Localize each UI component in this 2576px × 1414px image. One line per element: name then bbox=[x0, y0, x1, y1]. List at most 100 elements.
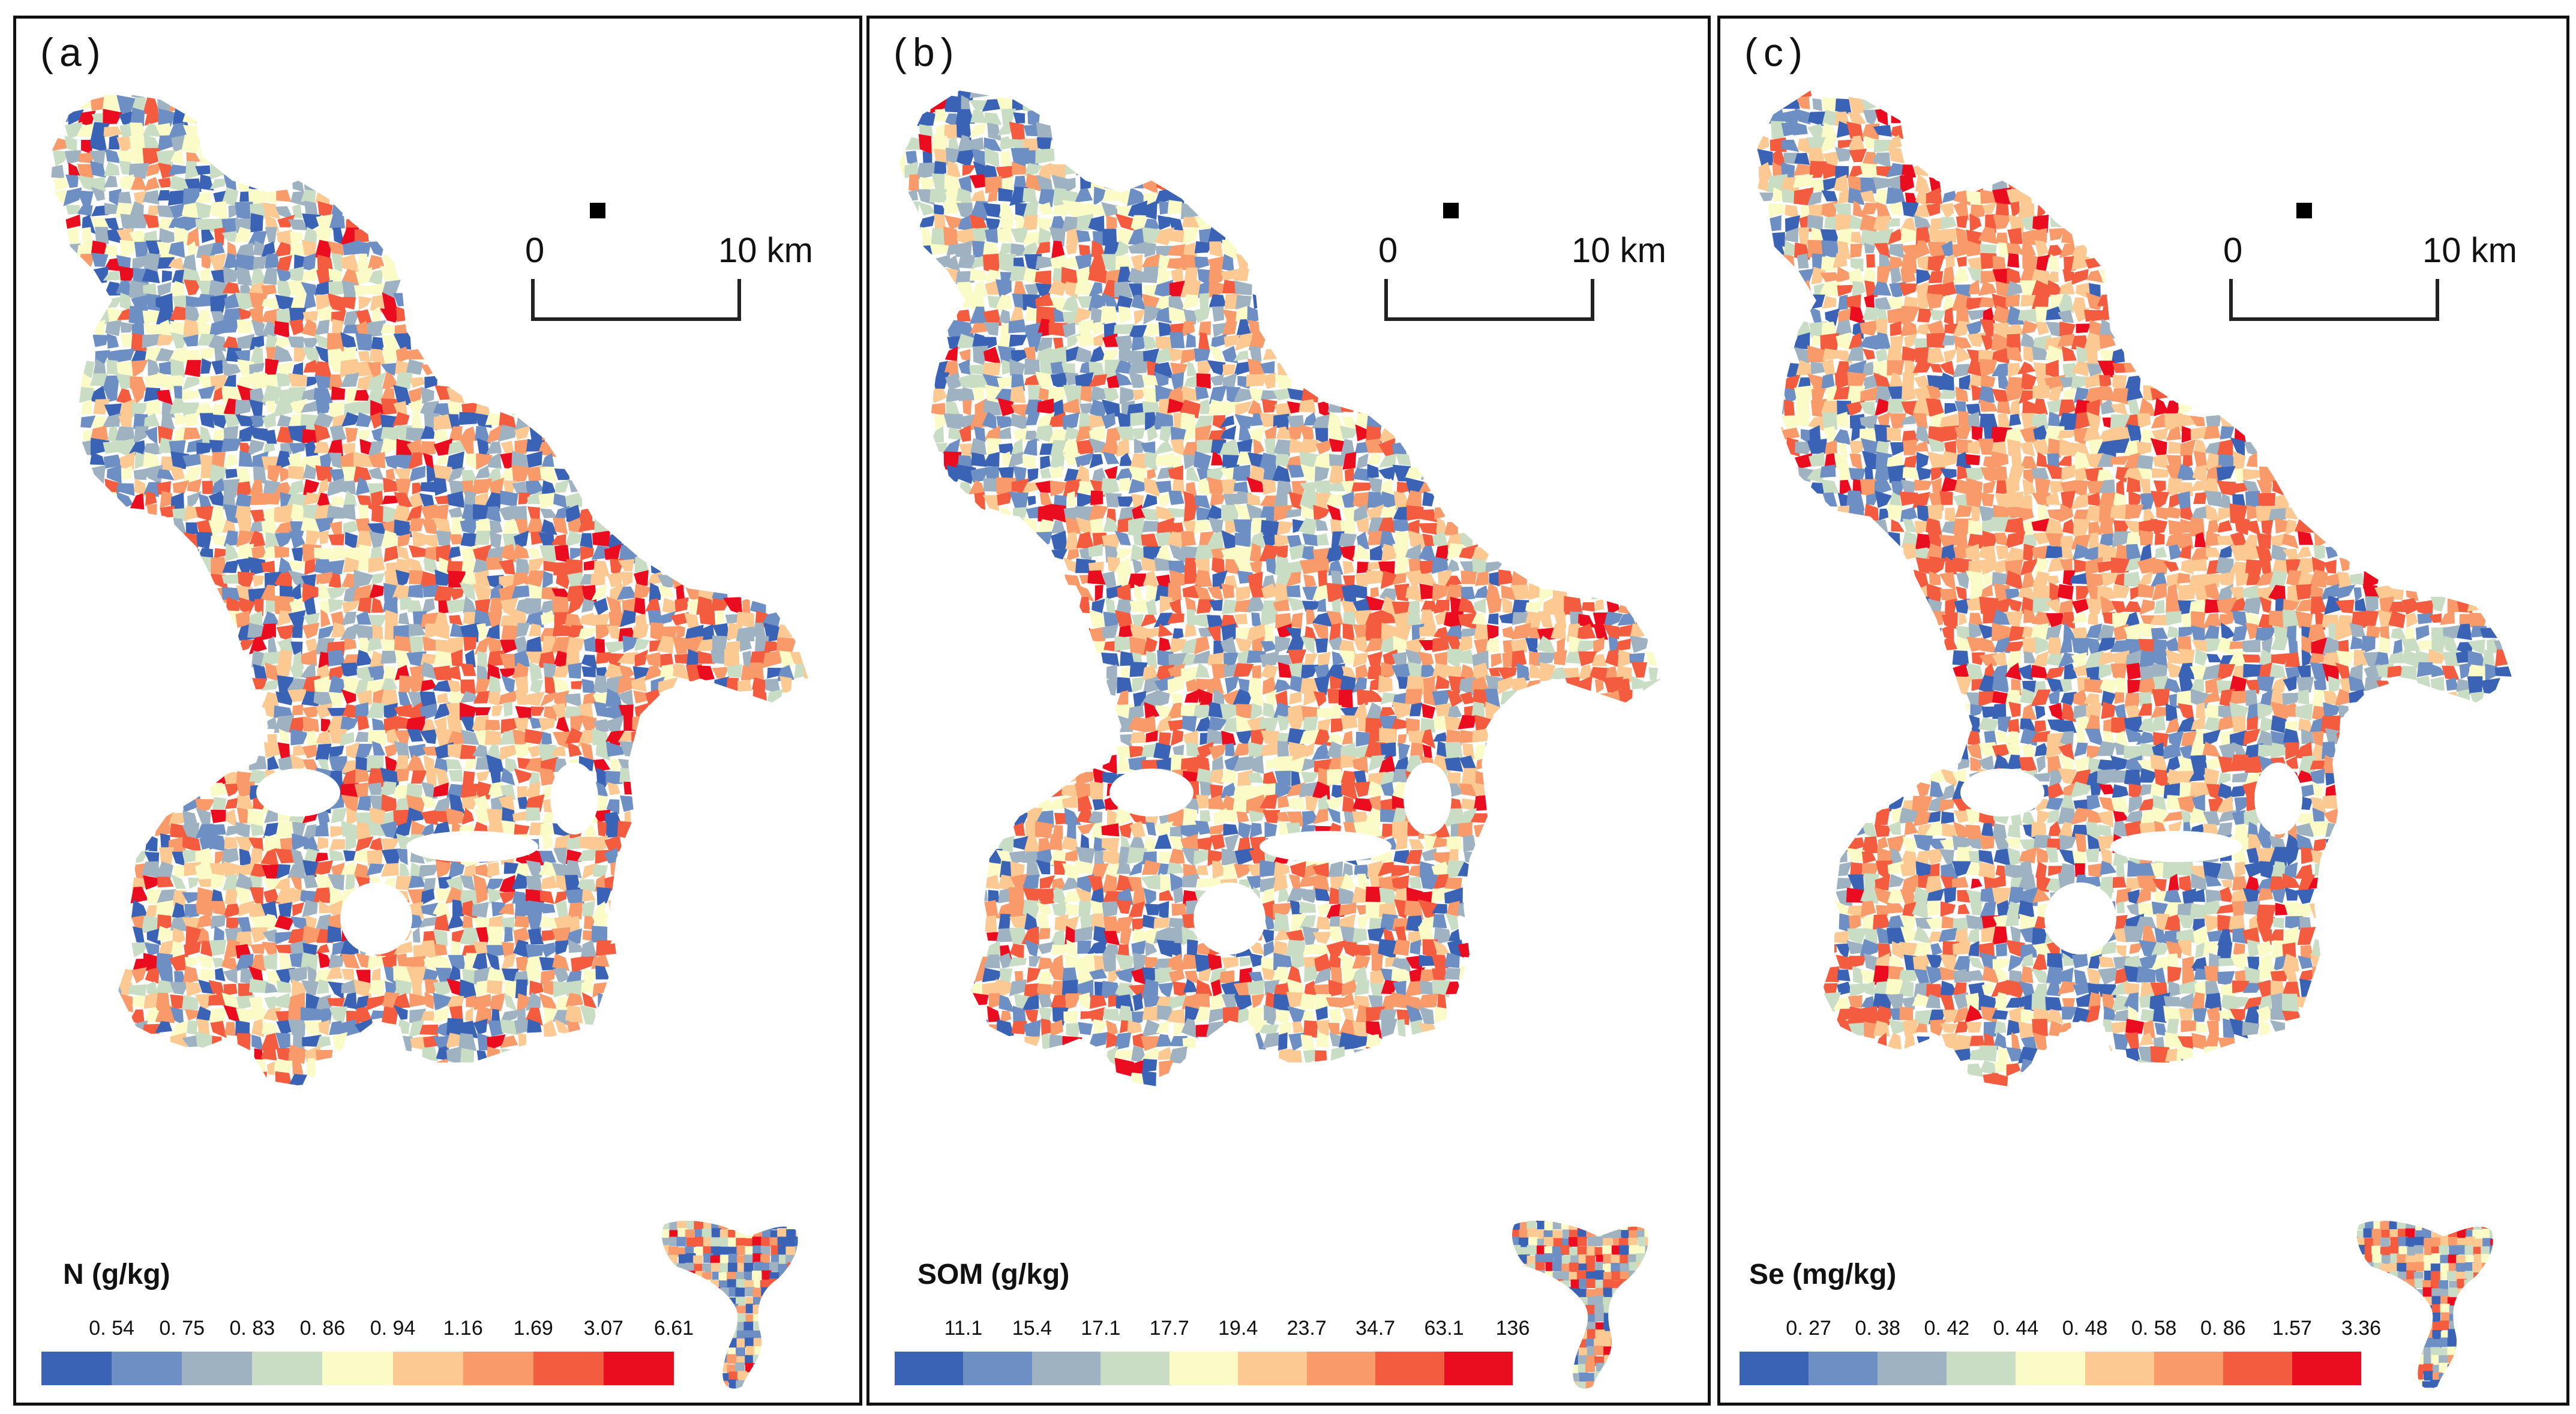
map-gap bbox=[256, 768, 340, 816]
map-parcel bbox=[544, 706, 557, 721]
map-parcel bbox=[260, 584, 275, 603]
map-parcel bbox=[251, 91, 268, 101]
map-parcel bbox=[554, 1019, 571, 1035]
map-parcel bbox=[1207, 677, 1224, 694]
map-parcel bbox=[1235, 152, 1252, 167]
inset-parcel bbox=[760, 1245, 770, 1256]
map-parcel bbox=[102, 375, 119, 391]
map-parcel bbox=[985, 280, 1000, 295]
inset-parcel bbox=[678, 1390, 688, 1400]
map-parcel bbox=[156, 517, 170, 534]
map-parcel bbox=[146, 928, 161, 945]
inset-parcel bbox=[786, 1397, 796, 1404]
map-parcel bbox=[421, 1011, 436, 1021]
map-parcel bbox=[487, 1046, 500, 1064]
map-parcel bbox=[713, 1022, 731, 1034]
map-parcel bbox=[103, 441, 123, 454]
map-parcel bbox=[265, 982, 278, 993]
map-parcel bbox=[736, 1075, 756, 1086]
map-parcel bbox=[762, 650, 784, 668]
map-parcel bbox=[805, 202, 808, 218]
map-parcel bbox=[1305, 166, 1318, 180]
inset-parcel bbox=[803, 1253, 812, 1263]
map-parcel bbox=[1195, 662, 1210, 678]
map-parcel bbox=[1556, 703, 1571, 720]
map-parcel bbox=[565, 693, 582, 708]
map-parcel bbox=[607, 571, 625, 587]
map-parcel bbox=[1184, 569, 1199, 584]
map-parcel bbox=[997, 623, 1015, 641]
map-parcel bbox=[1378, 454, 1396, 468]
map-parcel bbox=[143, 283, 157, 298]
map-parcel bbox=[529, 91, 544, 99]
map-parcel bbox=[254, 1048, 263, 1062]
map-parcel bbox=[1169, 638, 1186, 654]
inset-parcel bbox=[736, 1220, 746, 1221]
map-parcel bbox=[459, 583, 476, 601]
map-parcel bbox=[1024, 358, 1040, 375]
map-parcel bbox=[500, 615, 517, 628]
map-parcel bbox=[1036, 122, 1054, 141]
map-parcel bbox=[818, 602, 834, 614]
map-parcel bbox=[182, 254, 197, 273]
map-parcel bbox=[157, 282, 172, 297]
inset-parcel bbox=[662, 1304, 663, 1314]
map-parcel bbox=[1208, 266, 1225, 285]
map-parcel bbox=[265, 253, 279, 269]
map-parcel bbox=[502, 942, 514, 959]
map-parcel bbox=[740, 875, 754, 891]
map-parcel bbox=[527, 928, 544, 945]
map-parcel bbox=[956, 149, 976, 167]
map-parcel bbox=[763, 148, 782, 163]
map-parcel bbox=[529, 822, 544, 836]
map-parcel bbox=[1114, 323, 1135, 334]
map-parcel bbox=[739, 281, 756, 298]
map-parcel bbox=[356, 320, 371, 338]
map-parcel bbox=[433, 477, 448, 496]
map-parcel bbox=[1539, 586, 1554, 602]
map-parcel bbox=[1180, 121, 1199, 141]
map-parcel bbox=[1407, 610, 1422, 627]
map-parcel bbox=[512, 572, 528, 587]
map-parcel bbox=[409, 95, 423, 111]
map-parcel bbox=[541, 929, 556, 941]
map-parcel bbox=[554, 1088, 569, 1101]
map-parcel bbox=[1318, 570, 1327, 589]
inset-parcel bbox=[736, 1305, 746, 1316]
map-parcel bbox=[608, 900, 621, 915]
inset-parcel bbox=[685, 1389, 695, 1398]
map-parcel bbox=[394, 704, 413, 717]
map-parcel bbox=[1380, 571, 1399, 589]
map-parcel bbox=[261, 560, 275, 573]
map-parcel bbox=[104, 245, 119, 257]
map-parcel bbox=[473, 993, 491, 1010]
map-parcel bbox=[986, 438, 1002, 457]
map-parcel bbox=[473, 504, 490, 520]
map-parcel bbox=[676, 584, 685, 602]
map-parcel bbox=[407, 214, 422, 230]
map-parcel bbox=[752, 350, 770, 361]
inset-parcel bbox=[803, 1262, 813, 1271]
map-parcel bbox=[250, 268, 267, 284]
map-parcel bbox=[260, 848, 279, 866]
map-parcel bbox=[1024, 283, 1041, 297]
map-parcel bbox=[697, 91, 714, 102]
map-parcel bbox=[1301, 321, 1317, 338]
map-parcel bbox=[683, 795, 702, 813]
map-parcel bbox=[292, 176, 304, 192]
map-parcel bbox=[184, 941, 201, 956]
map-parcel bbox=[590, 574, 605, 587]
inset-parcel bbox=[652, 1230, 661, 1240]
map-parcel bbox=[446, 876, 463, 891]
map-parcel bbox=[487, 1059, 502, 1078]
map-parcel bbox=[804, 863, 808, 879]
map-parcel bbox=[955, 271, 975, 284]
inset-parcel bbox=[761, 1346, 771, 1356]
map-parcel bbox=[970, 323, 989, 334]
map-parcel bbox=[1170, 372, 1184, 389]
map-parcel bbox=[196, 122, 216, 139]
map-parcel bbox=[368, 467, 384, 481]
map-parcel bbox=[433, 680, 452, 692]
map-parcel bbox=[1172, 479, 1184, 495]
map-parcel bbox=[1392, 544, 1408, 562]
